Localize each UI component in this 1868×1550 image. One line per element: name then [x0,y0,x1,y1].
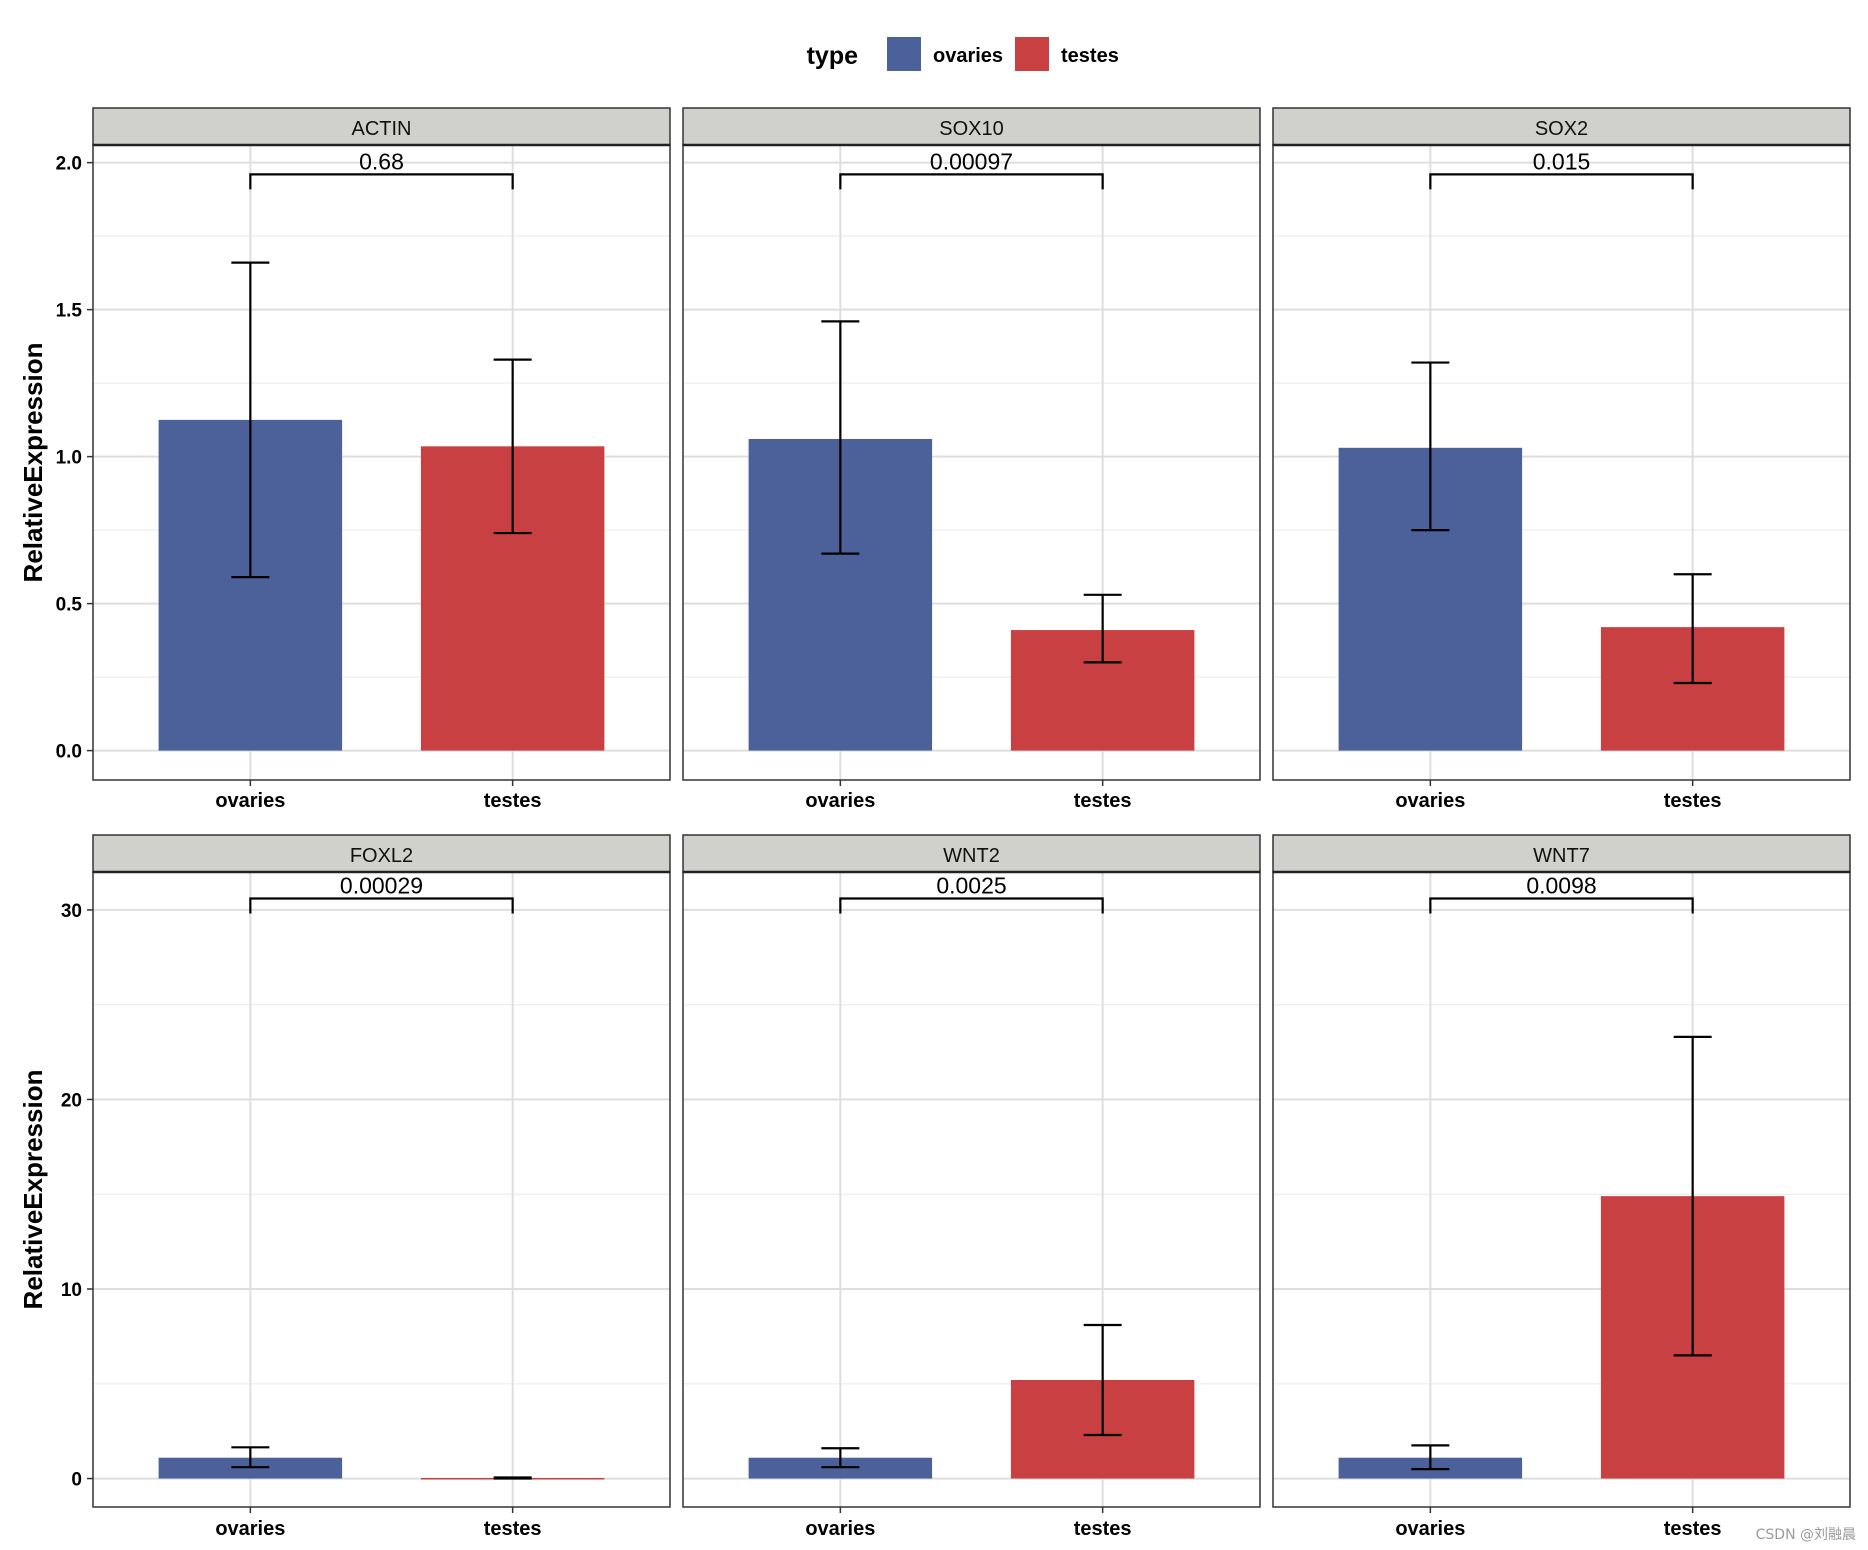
x-tick-label: ovaries [805,790,875,812]
strip-background [92,107,671,146]
error-bar-testes [1673,573,1712,685]
strip-background [1272,834,1851,873]
x-tick-label: ovaries [215,790,285,812]
x-tick-label: ovaries [1395,790,1465,812]
p-value-label: 0.0025 [936,873,1006,899]
x-tick-label: ovaries [1395,1518,1465,1540]
p-value-label: 0.0098 [1526,873,1596,899]
panel-wnt2: 0.0025 WNT2 ovaries testes [682,834,1261,1540]
y-tick-label: 2.0 [56,154,82,175]
error-bar-ovaries [821,1447,860,1469]
facet-panels: RelativeExpression RelativeExpression 0.68… [18,107,1851,1540]
error-bar-ovaries [821,320,860,555]
error-bar-testes [493,358,532,535]
strip-title: FOXL2 [350,845,413,867]
p-value-label: 0.68 [359,148,404,174]
error-bar-ovaries [231,261,270,579]
y-tick-label: 30 [61,901,82,922]
x-tick-label: testes [1074,1518,1132,1540]
error-bar-testes [1673,1035,1712,1357]
strip-title: WNT2 [943,845,1000,867]
strip-background [92,834,671,873]
significance-bracket [1429,173,1694,190]
panel-foxl2: 0.00029 FOXL2 ovaries testes 0 10 20 30 [61,834,671,1540]
y-tick-label: 1.0 [56,448,82,469]
panel-sox10: 0.00097 SOX10 ovaries testes [682,107,1261,812]
panel-actin: 0.68 ACTIN ovaries testes 0.0 0.5 1.0 1.5 2.0 [56,107,671,812]
legend-swatch-ovaries [887,37,921,71]
significance-bracket [249,173,514,190]
strip-background [1272,107,1851,146]
significance-bracket [1429,897,1694,914]
error-bar-ovaries [1411,361,1450,532]
panel-border [92,871,671,1508]
strip-title: ACTIN [352,118,412,140]
error-bar-testes [493,1476,532,1480]
x-tick-label: testes [484,790,542,812]
panel-sox2: 0.015 SOX2 ovaries testes [1272,107,1851,812]
strip-background [682,834,1261,873]
error-bar-testes [1083,1323,1122,1437]
y-tick-label: 1.5 [56,301,83,322]
legend-label-testes: testes [1061,45,1119,67]
bracket-line [249,173,514,190]
p-value-label: 0.00097 [930,148,1013,174]
significance-bracket [839,897,1104,914]
y-tick-label: 0.5 [56,595,83,616]
legend: type ovaries testes [807,37,1119,71]
strip-title: SOX10 [939,118,1003,140]
x-tick-label: testes [484,1518,542,1540]
error-bar-ovaries [1411,1444,1450,1471]
legend-title: type [807,42,859,70]
y-tick-label: 0 [71,1470,82,1491]
significance-bracket [839,173,1104,190]
bracket-line [839,173,1104,190]
error-bar-testes [1083,593,1122,664]
y-tick-label: 0.0 [56,742,82,763]
bracket-line [839,897,1104,914]
strip-background [682,107,1261,146]
x-tick-label: testes [1664,1518,1722,1540]
y-tick-label: 20 [61,1090,82,1111]
significance-bracket [249,897,514,914]
y-axis-title: RelativeExpression [18,1070,48,1310]
legend-swatch-testes [1015,37,1049,71]
legend-label-ovaries: ovaries [933,45,1003,67]
bracket-line [249,897,514,914]
x-tick-label: ovaries [215,1518,285,1540]
y-axis-title: RelativeExpression [18,343,48,583]
bracket-line [1429,173,1694,190]
x-tick-label: ovaries [805,1518,875,1540]
p-value-label: 0.015 [1533,148,1591,174]
strip-title: WNT7 [1533,845,1590,867]
error-bar-ovaries [231,1446,270,1469]
p-value-label: 0.00029 [340,873,423,899]
x-tick-label: testes [1664,790,1722,812]
x-tick-label: testes [1074,790,1132,812]
strip-title: SOX2 [1535,118,1588,140]
watermark: CSDN @刘融晨 [1755,1527,1856,1543]
panel-wnt7: 0.0098 WNT7 ovaries testes [1272,834,1851,1540]
y-tick-label: 10 [61,1280,82,1301]
bracket-line [1429,897,1694,914]
